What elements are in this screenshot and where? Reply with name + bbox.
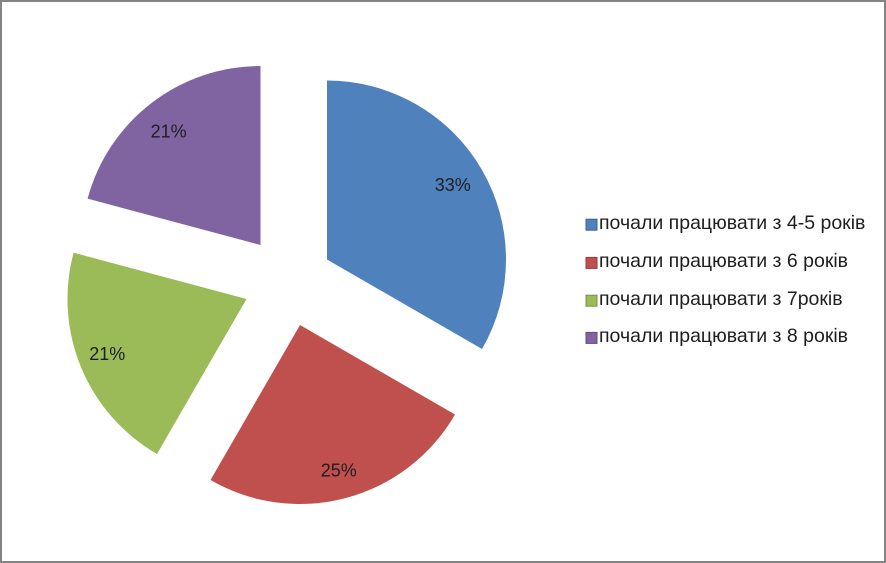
svg-text:21%: 21% (151, 121, 187, 141)
svg-text:25%: 25% (321, 461, 357, 481)
svg-text:21%: 21% (89, 344, 125, 364)
svg-text:33%: 33% (435, 175, 471, 195)
